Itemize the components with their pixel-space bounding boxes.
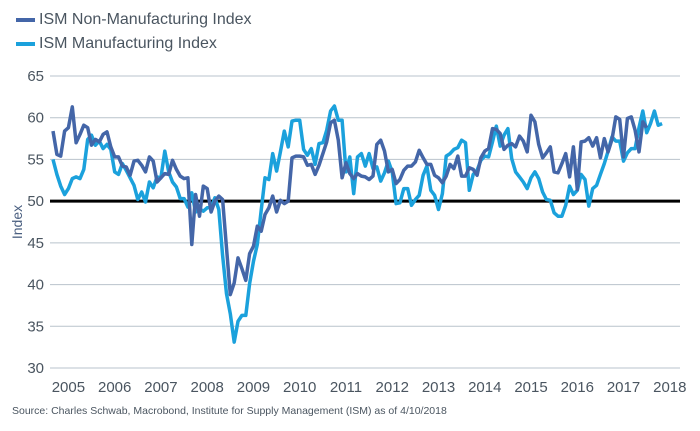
series-line-manufacturing	[51, 104, 663, 344]
legend-item-manufacturing: ISM Manufacturing Index	[16, 32, 252, 56]
legend-label: ISM Non-Manufacturing Index	[39, 11, 252, 28]
x-tick-label: 2017	[607, 379, 640, 396]
y-axis-label: Index	[9, 205, 25, 239]
y-tick-labels: 30 35 40 45 50 55 60 65	[27, 68, 44, 377]
x-tick-labels: 2005 2006 2007 2008 2009 2010 2011 2012 2013 2014…	[52, 379, 687, 396]
series-line-non-manufacturing	[51, 105, 649, 297]
x-tick-label: 2012	[376, 379, 409, 396]
y-tick-label: 50	[27, 193, 44, 210]
legend-swatch-non-manufacturing	[16, 18, 35, 22]
x-tick-label: 2016	[561, 379, 594, 396]
x-tick-label: 2005	[52, 379, 85, 396]
source-note: Source: Charles Schwab, Macrobond, Insti…	[12, 405, 447, 417]
grid-lines	[50, 75, 680, 369]
y-tick-label: 55	[27, 151, 44, 168]
x-tick-label: 2007	[144, 379, 177, 396]
x-tick-label: 2018	[653, 379, 686, 396]
y-tick-label: 60	[27, 110, 44, 127]
y-tick-label: 40	[27, 277, 44, 294]
series-group	[51, 104, 663, 344]
legend-swatch-manufacturing	[16, 42, 35, 46]
y-tick-label: 45	[27, 235, 44, 252]
x-tick-label: 2010	[283, 379, 316, 396]
x-tick-label: 2014	[468, 379, 501, 396]
x-tick-label: 2015	[514, 379, 547, 396]
y-tick-label: 35	[27, 318, 44, 335]
x-tick-label: 2013	[422, 379, 455, 396]
x-tick-label: 2008	[191, 379, 224, 396]
legend: ISM Non-Manufacturing Index ISM Manufact…	[16, 8, 252, 56]
legend-label: ISM Manufacturing Index	[39, 35, 217, 52]
y-tick-label: 30	[27, 360, 44, 377]
x-tick-label: 2009	[237, 379, 270, 396]
x-tick-label: 2011	[330, 379, 362, 396]
legend-item-non-manufacturing: ISM Non-Manufacturing Index	[16, 8, 252, 32]
y-tick-label: 65	[27, 68, 44, 85]
x-tick-label: 2006	[98, 379, 131, 396]
